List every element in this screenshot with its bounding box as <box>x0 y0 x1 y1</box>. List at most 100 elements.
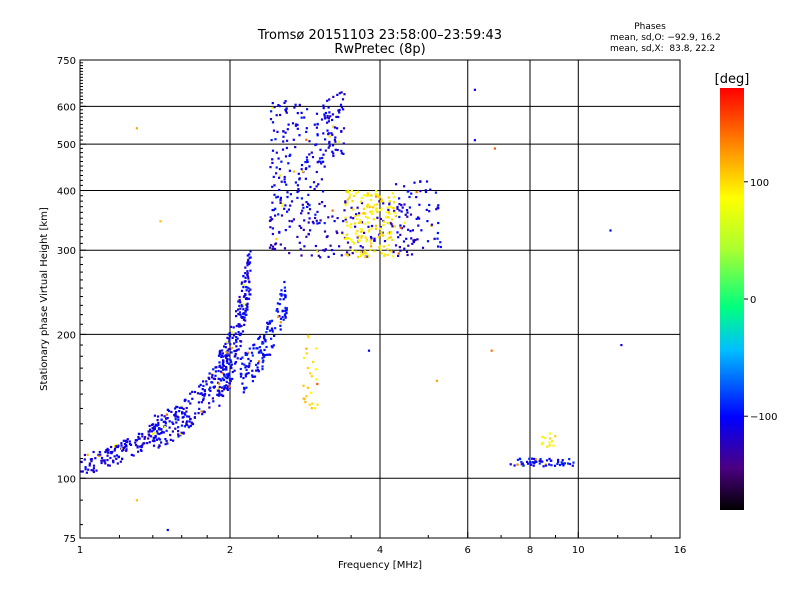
data-point <box>378 200 381 203</box>
data-point <box>276 310 280 313</box>
data-point <box>246 302 249 305</box>
data-point <box>303 116 306 119</box>
data-point <box>226 375 230 378</box>
data-point <box>212 377 215 380</box>
data-point <box>335 230 338 233</box>
data-point <box>191 390 194 393</box>
x-tick-label: 16 <box>674 545 687 556</box>
data-point <box>360 251 363 254</box>
data-point <box>286 191 289 194</box>
data-point <box>189 418 192 421</box>
data-point <box>135 499 138 502</box>
data-point <box>176 406 179 409</box>
data-point <box>169 433 172 437</box>
data-point <box>157 427 160 430</box>
data-point <box>558 463 562 467</box>
data-point <box>157 421 160 425</box>
data-point <box>90 460 93 463</box>
data-point <box>250 351 254 354</box>
data-point <box>316 403 319 406</box>
data-point <box>137 437 140 440</box>
data-point <box>281 148 285 151</box>
data-point <box>273 106 276 109</box>
data-point <box>548 441 551 444</box>
data-point <box>177 435 180 438</box>
data-point <box>338 245 341 248</box>
data-point <box>201 393 204 397</box>
data-point <box>243 323 246 326</box>
data-point <box>242 286 245 289</box>
data-point <box>609 229 612 232</box>
data-point <box>235 349 238 352</box>
data-point <box>249 359 252 363</box>
data-point <box>370 245 373 248</box>
data-point <box>416 238 419 241</box>
data-point <box>264 354 267 357</box>
data-point <box>327 117 330 120</box>
data-point <box>268 246 272 249</box>
data-point <box>359 221 362 224</box>
data-point <box>270 244 273 247</box>
data-point <box>174 412 177 415</box>
data-point <box>256 369 260 372</box>
data-point <box>362 207 365 210</box>
data-point <box>134 439 137 442</box>
data-point <box>100 459 103 462</box>
data-point <box>362 194 366 197</box>
data-point <box>247 258 250 261</box>
data-point <box>283 175 286 179</box>
data-point <box>388 203 391 206</box>
data-point <box>360 228 363 231</box>
data-point <box>561 462 564 465</box>
data-point <box>426 220 429 223</box>
data-point <box>387 221 390 224</box>
data-point <box>237 300 240 303</box>
data-point <box>411 229 414 232</box>
data-point <box>297 188 300 191</box>
data-point <box>94 457 97 460</box>
data-point <box>310 254 313 257</box>
data-point <box>548 457 551 460</box>
data-point <box>230 366 233 370</box>
data-point <box>218 385 221 389</box>
data-point <box>410 192 413 195</box>
x-tick-label: 4 <box>377 545 383 556</box>
data-point <box>300 197 303 200</box>
data-point <box>175 410 178 414</box>
data-point <box>386 253 389 256</box>
data-point <box>243 295 246 298</box>
data-point <box>103 459 106 462</box>
data-point <box>308 140 311 143</box>
data-point <box>271 209 274 212</box>
data-point <box>340 130 343 133</box>
data-point <box>221 352 224 355</box>
data-point <box>156 415 160 418</box>
data-point <box>289 193 292 196</box>
data-point <box>320 162 323 165</box>
data-point <box>168 426 171 429</box>
data-point <box>318 202 321 205</box>
data-point <box>251 375 254 378</box>
data-point <box>194 412 197 415</box>
data-point <box>360 200 363 203</box>
data-point <box>370 227 373 230</box>
data-point <box>234 361 237 364</box>
data-point <box>251 354 254 357</box>
data-point <box>237 348 240 351</box>
data-point <box>90 469 93 472</box>
data-point <box>274 327 277 330</box>
data-point <box>251 369 254 372</box>
data-point <box>283 101 286 104</box>
data-point <box>236 357 239 360</box>
data-point <box>98 450 101 454</box>
data-point <box>563 462 566 465</box>
data-point <box>336 127 339 130</box>
data-point <box>263 334 266 337</box>
data-point <box>392 207 395 210</box>
chart-subtitle: RwPretec (8p) <box>334 42 426 57</box>
data-point <box>526 462 530 465</box>
data-point <box>219 353 222 356</box>
data-point <box>282 140 285 143</box>
data-point <box>210 372 213 375</box>
data-point <box>108 464 111 467</box>
